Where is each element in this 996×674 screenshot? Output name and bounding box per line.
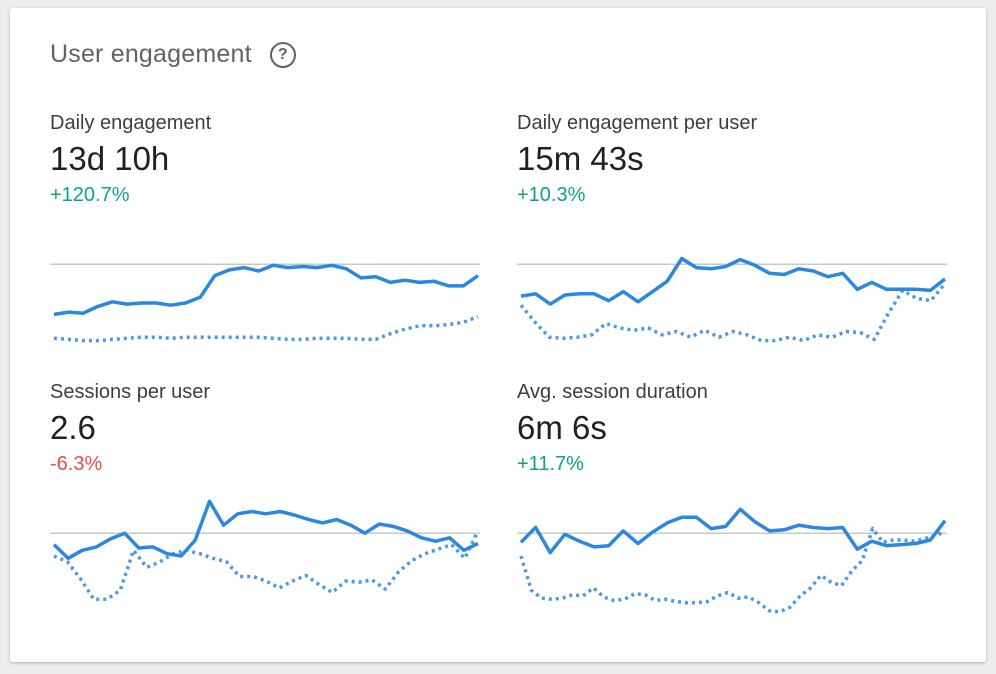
- metric-value: 15m 43s: [517, 140, 644, 177]
- series-line-current-period: [519, 507, 947, 555]
- series-line-previous-period: [519, 526, 946, 614]
- sparkline-daily-engagement-per-user: [517, 256, 947, 343]
- series-line-previous-period: [53, 530, 480, 602]
- metric-label: Avg. session duration: [517, 381, 708, 403]
- series-line-current-period: [520, 256, 947, 306]
- metric-avg-session-duration: Avg. session duration 6m 6s +11.7%: [517, 381, 957, 631]
- metric-change: -6.3%: [50, 453, 103, 475]
- sparkline-sessions-per-user: [50, 499, 480, 602]
- sparkline-avg-session-duration: [517, 507, 947, 614]
- metric-sessions-per-user: Sessions per user 2.6 -6.3%: [50, 381, 490, 631]
- series-line-current-period: [53, 263, 480, 317]
- metric-change: +11.7%: [517, 453, 584, 475]
- card-title: User engagement: [50, 40, 252, 68]
- metric-label: Sessions per user: [50, 381, 211, 403]
- metric-label: Daily engagement: [50, 112, 212, 134]
- metric-value: 6m 6s: [517, 409, 607, 446]
- metric-value: 2.6: [50, 409, 96, 446]
- help-circle-icon[interactable]: ?: [269, 41, 296, 68]
- card-header: User engagement ?: [50, 40, 296, 69]
- metric-label: Daily engagement per user: [517, 112, 758, 134]
- metric-value: 13d 10h: [50, 140, 170, 177]
- series-line-previous-period: [53, 314, 479, 343]
- metric-daily-engagement-per-user: Daily engagement per user 15m 43s +10.3%: [517, 112, 957, 362]
- sparkline-daily-engagement: [50, 263, 480, 343]
- metric-change: +120.7%: [50, 184, 130, 206]
- metric-daily-engagement: Daily engagement 13d 10h +120.7%: [50, 112, 490, 362]
- metric-change: +10.3%: [517, 184, 586, 206]
- series-line-current-period: [52, 499, 479, 561]
- series-line-previous-period: [519, 282, 947, 343]
- user-engagement-card: User engagement ? Daily engagement 13d 1…: [10, 8, 986, 662]
